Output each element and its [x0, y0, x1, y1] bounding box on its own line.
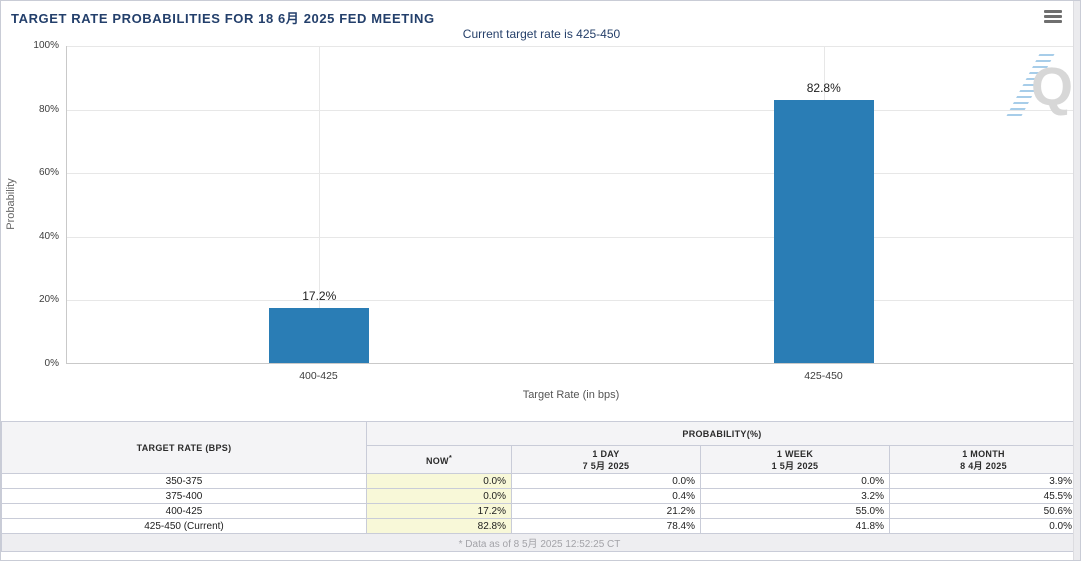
day-value-cell: 0.0% [511, 473, 701, 489]
col-header-1week: 1 WEEK 1 5月 2025 [700, 445, 890, 474]
now-value-cell: 0.0% [366, 473, 512, 489]
col-header-probability: PROBABILITY(%) [365, 421, 1079, 446]
probability-chart: Current target rate is 425-450 Probabili… [1, 26, 1080, 422]
x-axis-title: Target Rate (in bps) [522, 389, 620, 401]
y-tick: 0% [44, 358, 59, 369]
table-footer-row: * Data as of 8 5月 2025 12:52:25 CT [1, 533, 1079, 552]
col-header-now: NOW* [366, 445, 512, 474]
rate-range-cell: 400-425 [1, 503, 367, 519]
quikstrike-watermark-icon: Q [1006, 54, 1077, 118]
category-band: 82.8% [572, 46, 1077, 363]
week-value-cell: 41.8% [700, 518, 890, 534]
month-value-cell: 0.0% [888, 518, 1079, 534]
chart-subtitle: Current target rate is 425-450 [462, 27, 621, 41]
month-value-cell: 50.6% [888, 503, 1079, 519]
bar-value-label: 17.2% [302, 289, 337, 304]
bar-value-label: 82.8% [806, 80, 841, 95]
probability-bar[interactable] [773, 99, 874, 363]
now-value-cell: 82.8% [366, 518, 512, 534]
table-row: 400-425 17.2% 21.2% 55.0% 50.6% [1, 503, 1079, 519]
now-value-cell: 17.2% [366, 503, 512, 519]
plot-area: 17.2% 82.8% [66, 46, 1076, 364]
week-value-cell: 3.2% [700, 488, 890, 504]
category-band: 17.2% [67, 46, 572, 363]
day-value-cell: 0.4% [511, 488, 701, 504]
hamburger-menu-icon[interactable] [1044, 10, 1062, 24]
probability-table: TARGET RATE (BPS) PROBABILITY(%) NOW* 1 … [1, 421, 1079, 552]
rate-range-cell: 425-450 (Current) [1, 518, 367, 534]
col-header-1day: 1 DAY 7 5月 2025 [511, 445, 701, 474]
rate-range-cell: 375-400 [1, 488, 367, 504]
x-axis-categories: 400-425 425-450 [66, 370, 1076, 382]
title-bar: TARGET RATE PROBABILITIES FOR 18 6月 2025… [1, 1, 1080, 27]
y-tick: 60% [38, 167, 59, 178]
data-as-of-note: * Data as of 8 5月 2025 12:52:25 CT [1, 533, 1079, 552]
week-value-cell: 55.0% [700, 503, 890, 519]
week-value-cell: 0.0% [700, 473, 890, 489]
rate-range-cell: 350-375 [1, 473, 367, 489]
y-tick: 100% [33, 40, 59, 51]
col-header-target-rate: TARGET RATE (BPS) [1, 421, 367, 474]
day-value-cell: 21.2% [511, 503, 701, 519]
y-tick: 20% [38, 294, 59, 305]
y-tick: 80% [38, 104, 59, 115]
table-row: 425-450 (Current) 82.8% 78.4% 41.8% 0.0% [1, 518, 1079, 534]
y-tick: 40% [38, 231, 59, 242]
now-value-cell: 0.0% [366, 488, 512, 504]
table-row: 375-400 0.0% 0.4% 3.2% 45.5% [1, 488, 1079, 504]
month-value-cell: 3.9% [888, 473, 1079, 489]
day-value-cell: 78.4% [511, 518, 701, 534]
x-category-label: 400-425 [299, 370, 338, 382]
table-row: 350-375 0.0% 0.0% 0.0% 3.9% [1, 473, 1079, 489]
page-title: TARGET RATE PROBABILITIES FOR 18 6月 2025… [11, 11, 435, 26]
probability-bar[interactable] [269, 308, 370, 363]
vertical-scrollbar[interactable] [1073, 1, 1080, 560]
x-category-label: 425-450 [804, 370, 843, 382]
month-value-cell: 45.5% [888, 488, 1079, 504]
col-header-1month: 1 MONTH 8 4月 2025 [888, 445, 1079, 474]
